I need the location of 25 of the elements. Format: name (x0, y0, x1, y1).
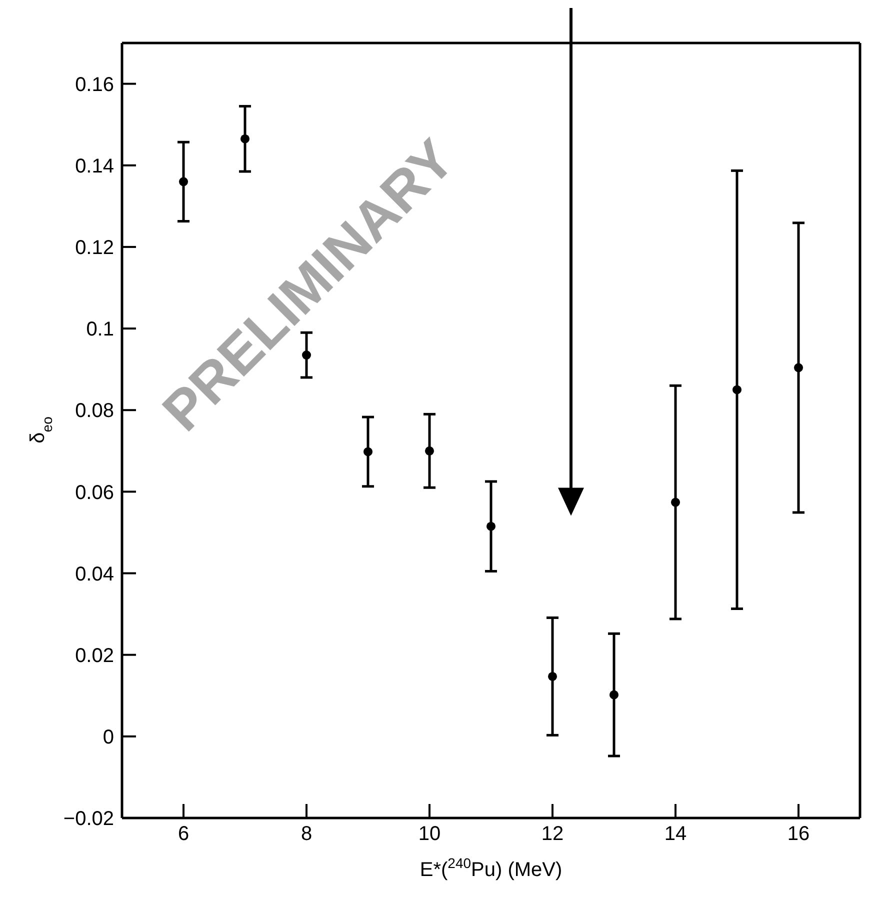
y-tick-label: 0.14 (75, 155, 114, 178)
point (609, 690, 619, 700)
x-tick-label: 8 (300, 823, 312, 846)
y-tick-label: 0.12 (75, 237, 114, 260)
y-tick-label: 0.02 (75, 644, 114, 667)
x-tick-label: 16 (787, 823, 810, 846)
point (363, 447, 373, 456)
y-tick-label: 0.08 (75, 400, 114, 422)
point (794, 363, 804, 372)
y-tick-label: 0.06 (75, 482, 114, 504)
point (486, 522, 496, 531)
y-tick-label: 0.1 (86, 318, 114, 341)
x-axis-title: E*($^{240}$Pu) (MeV) (420, 855, 562, 881)
y-tick-label: 0 (102, 726, 114, 749)
point (670, 498, 680, 507)
x-tick-label: 10 (418, 823, 441, 846)
y-tick-label: −0.02 (63, 808, 114, 830)
point (424, 446, 434, 456)
x-tick-label: 6 (178, 823, 190, 846)
point (548, 672, 558, 681)
x-tick-label: 12 (541, 823, 564, 846)
y-tick-label: 0.04 (75, 563, 114, 586)
point (732, 385, 742, 394)
x-tick-label: 14 (664, 823, 687, 846)
y-tick-label: 0.16 (75, 74, 114, 96)
